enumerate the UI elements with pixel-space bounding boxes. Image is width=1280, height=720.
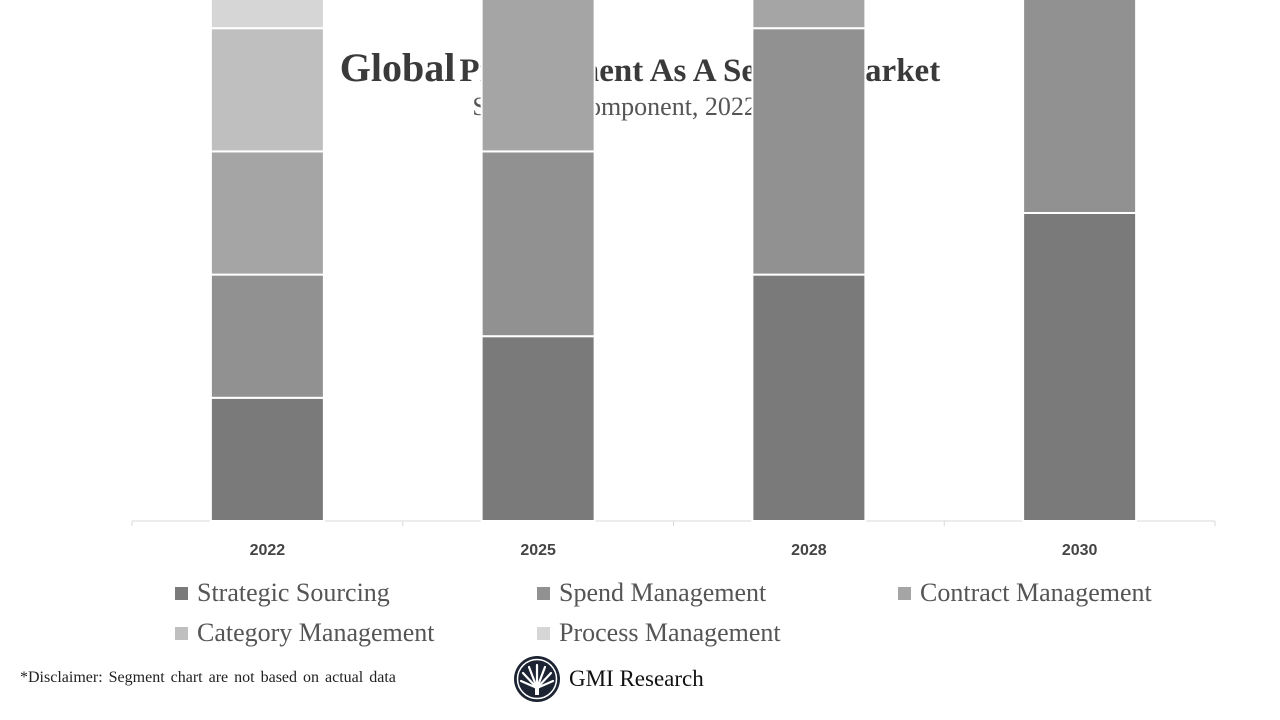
bar-segment-spend-management-2028 bbox=[751, 27, 867, 276]
legend-swatch bbox=[175, 586, 188, 600]
gmi-logo: GMI Research bbox=[513, 655, 704, 703]
bar-segment-spend-management-2022 bbox=[209, 273, 325, 399]
bar-segment-strategic-sourcing-2030 bbox=[1022, 212, 1138, 522]
title-global: Global bbox=[339, 45, 456, 90]
legend-item: Strategic Sourcing bbox=[175, 578, 390, 608]
bar-segment-spend-management-2025 bbox=[480, 150, 596, 338]
brand-name: GMI Research bbox=[569, 666, 704, 691]
x-tick-label: 2025 bbox=[520, 542, 556, 559]
legend-item: Spend Management bbox=[537, 578, 766, 608]
legend-item: Process Management bbox=[537, 618, 781, 648]
gmi-fan-logo-icon bbox=[514, 656, 560, 702]
legend-label: Spend Management bbox=[559, 578, 767, 607]
bar-segment-contract-management-2022 bbox=[209, 150, 325, 276]
legend-item: Contract Management bbox=[898, 578, 1152, 608]
x-tick-label: 2030 bbox=[1062, 542, 1098, 559]
x-tick-label: 2022 bbox=[250, 542, 286, 559]
disclaimer: *Disclaimer: Segment chart are not based… bbox=[20, 669, 396, 686]
legend-swatch bbox=[175, 626, 188, 640]
legend-label: Process Management bbox=[559, 618, 781, 647]
bar-segment-strategic-sourcing-2025 bbox=[480, 335, 596, 523]
legend-label: Contract Management bbox=[920, 578, 1152, 607]
bar-segment-category-management-2022 bbox=[209, 27, 325, 153]
legend-label: Strategic Sourcing bbox=[197, 578, 390, 607]
bar-segment-process-management-2022 bbox=[209, 0, 325, 30]
bar-segment-spend-management-2030 bbox=[1022, 0, 1138, 214]
x-tick-label: 2028 bbox=[791, 542, 827, 559]
legend-label: Category Management bbox=[197, 618, 435, 647]
legend-swatch bbox=[537, 586, 550, 600]
bar-segment-contract-management-2025 bbox=[480, 0, 596, 153]
bar-segment-strategic-sourcing-2028 bbox=[751, 273, 867, 522]
bar-segment-strategic-sourcing-2022 bbox=[209, 396, 325, 522]
bar-segment-contract-management-2028 bbox=[751, 0, 867, 30]
legend-swatch bbox=[537, 626, 550, 640]
legend-swatch bbox=[898, 586, 911, 600]
legend-item: Category Management bbox=[175, 618, 435, 648]
